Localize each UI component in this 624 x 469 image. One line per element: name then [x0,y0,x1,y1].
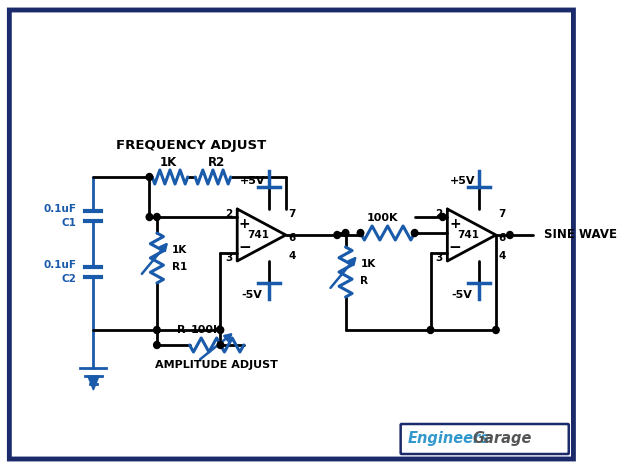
Text: −: − [449,241,461,256]
Text: 741: 741 [457,230,479,240]
Circle shape [334,232,341,239]
Circle shape [357,229,364,236]
Text: 1K: 1K [160,156,177,168]
Text: 100K: 100K [190,325,222,335]
Circle shape [154,341,160,348]
Text: 0.1uF: 0.1uF [44,204,77,214]
Text: Engineers: Engineers [407,431,489,446]
Circle shape [427,326,434,333]
Text: 4: 4 [288,251,296,261]
Circle shape [217,326,223,333]
Circle shape [411,229,418,236]
Text: 7: 7 [499,209,506,219]
Text: +5V: +5V [449,176,475,186]
Text: R: R [177,325,186,335]
Text: R1: R1 [172,262,187,272]
Text: FREQUENCY ADJUST: FREQUENCY ADJUST [116,138,266,151]
Text: R2: R2 [208,156,225,168]
Text: 3: 3 [436,253,442,263]
Text: 1K: 1K [361,259,376,269]
Text: C1: C1 [62,218,77,228]
Text: 4: 4 [499,251,506,261]
FancyBboxPatch shape [401,424,568,454]
Text: +5V: +5V [240,176,265,186]
Circle shape [146,174,153,181]
Text: R: R [361,276,369,286]
Text: SINE WAVE: SINE WAVE [545,228,618,242]
Text: 6: 6 [288,233,296,243]
Text: 7: 7 [288,209,296,219]
Text: Garage: Garage [472,431,532,446]
Text: -5V: -5V [241,290,263,300]
Text: AMPLITUDE ADJUST: AMPLITUDE ADJUST [155,360,278,370]
FancyBboxPatch shape [9,10,573,459]
Text: 3: 3 [225,253,233,263]
Circle shape [343,229,349,236]
Circle shape [217,341,223,348]
Text: C2: C2 [62,274,77,284]
Text: 1K: 1K [172,245,187,255]
Text: −: − [238,241,251,256]
Circle shape [154,213,160,220]
Circle shape [146,213,153,220]
Text: +: + [239,217,250,231]
Text: 2: 2 [436,209,442,219]
Text: -5V: -5V [452,290,473,300]
Polygon shape [88,376,99,390]
Circle shape [493,326,499,333]
Text: 6: 6 [499,233,506,243]
Circle shape [507,232,513,239]
Text: 741: 741 [246,230,269,240]
Circle shape [154,326,160,333]
Text: 100K: 100K [367,213,399,223]
Text: 0.1uF: 0.1uF [44,260,77,270]
Circle shape [439,213,446,220]
Text: +: + [449,217,461,231]
Text: 2: 2 [225,209,233,219]
